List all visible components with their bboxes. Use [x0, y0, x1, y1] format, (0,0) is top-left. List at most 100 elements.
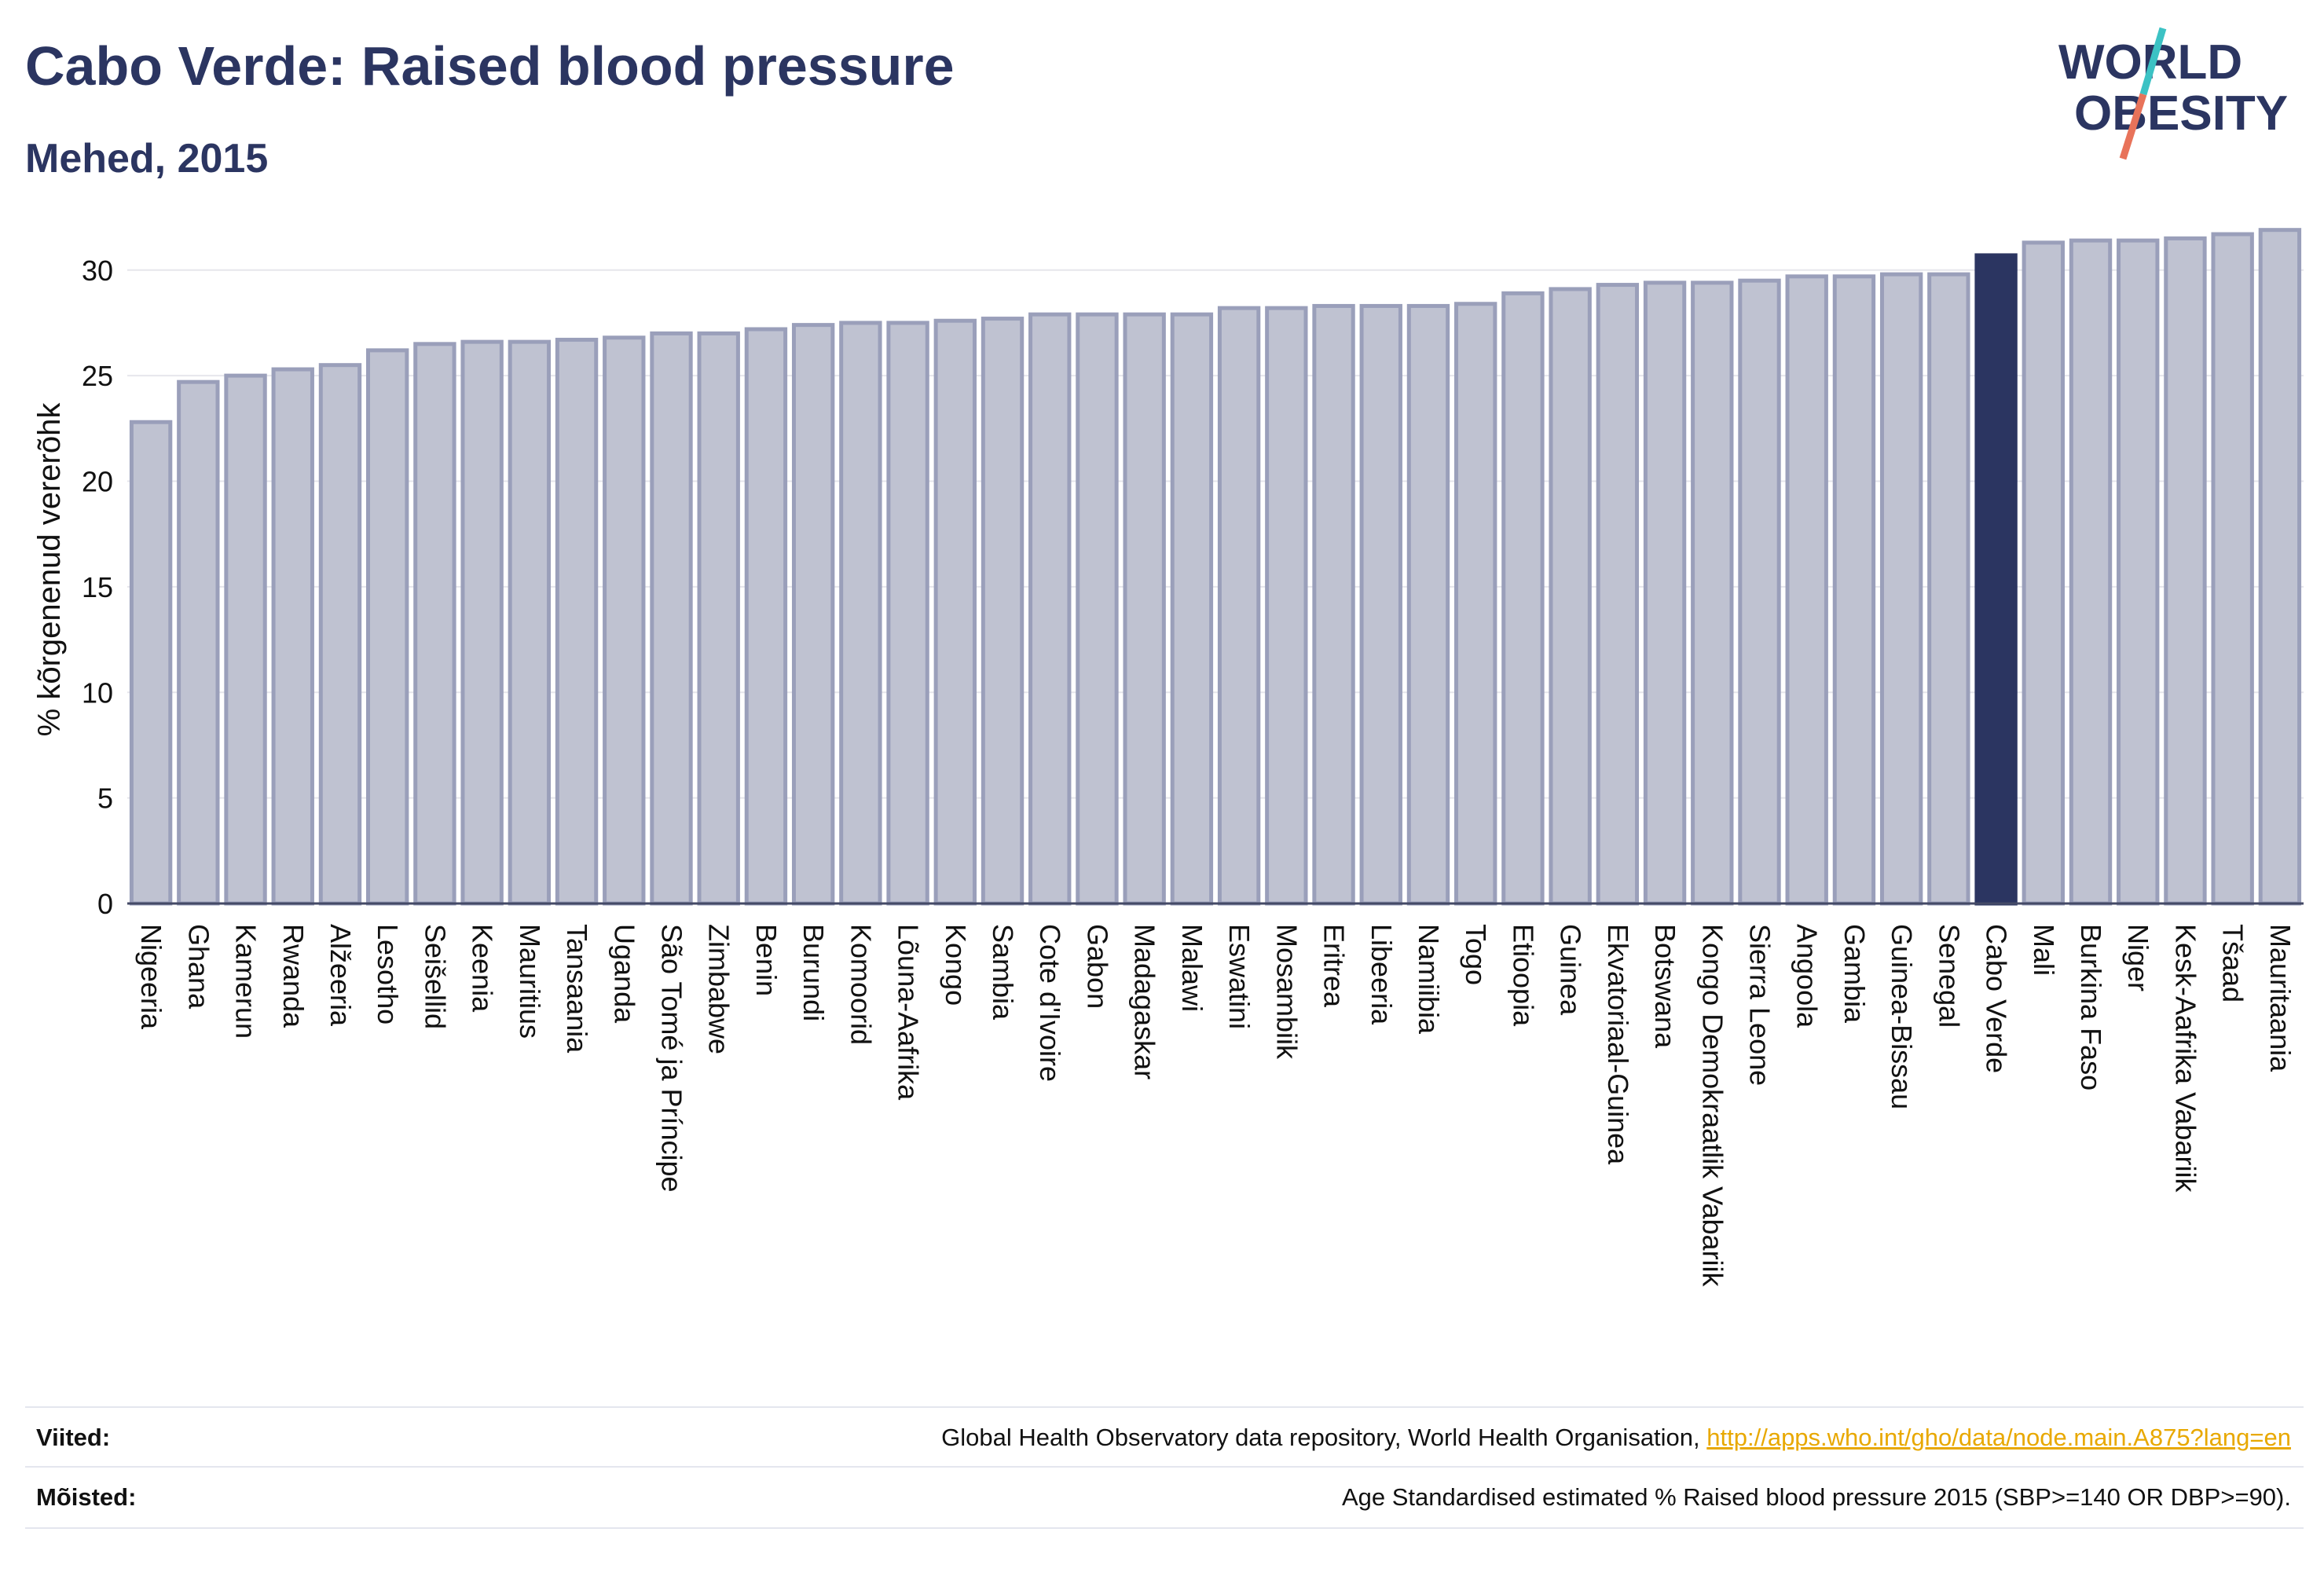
bar [366, 348, 409, 906]
x-category-label: Tšaad [2217, 924, 2249, 1002]
bar [2117, 238, 2160, 906]
x-category-label: Cote d'Ivoire [1034, 924, 1066, 1082]
bar [2258, 228, 2302, 906]
category-labels: Nigeeria Ghana Kamerun Rwanda Alžeeria Lesoth… [135, 924, 2297, 1288]
x-category-label: Namiibia [1413, 924, 1445, 1035]
x-category-label: Libeeria [1365, 924, 1398, 1025]
world-obesity-logo: WORLD OBESITY [2058, 27, 2288, 160]
bar [2211, 232, 2254, 906]
x-category-label: Ekvatoriaal-Guinea [1602, 924, 1634, 1165]
bar [1927, 272, 1970, 906]
bar [1549, 287, 1592, 906]
y-tick-label: 0 [97, 888, 113, 920]
bar [555, 337, 599, 906]
bar [1596, 283, 1640, 906]
bar [1832, 274, 1876, 906]
x-category-label: Sierra Leone [1744, 924, 1776, 1086]
bar-chart: 0 5 10 15 20 25 30 Nigeeria Ghana Kamerun Rwanda A… [32, 228, 2304, 1288]
sources-link[interactable]: http://apps.who.int/gho/data/node.main.A… [1706, 1424, 2291, 1451]
bar [460, 339, 504, 906]
x-category-label: Alžeeria [324, 924, 357, 1027]
bar [2069, 238, 2113, 906]
x-category-label: Kongo Demokraatlik Vabariik [1696, 924, 1728, 1288]
x-category-label: Mali [2028, 924, 2060, 976]
sources-value: Global Health Observatory data repositor… [941, 1424, 2304, 1452]
x-category-label: Mosambiik [1270, 924, 1303, 1060]
logo-slash-coral [2119, 93, 2147, 160]
x-category-label: Gabon [1081, 924, 1113, 1009]
bar [603, 335, 646, 906]
bar-highlighted [1974, 253, 2018, 906]
bar [1217, 306, 1261, 906]
x-category-label: Burkina Faso [2075, 924, 2107, 1090]
bar [177, 379, 220, 906]
logo-line2: OBESITY [2074, 86, 2288, 141]
x-category-label: Gambia [1838, 924, 1871, 1024]
x-category-label: Cabo Verde [1981, 924, 2013, 1073]
bar [1076, 312, 1119, 906]
sources-row: Viited: Global Health Observatory data r… [25, 1406, 2304, 1468]
bar [1406, 303, 1450, 906]
bar [271, 367, 314, 906]
bar [1170, 312, 1214, 906]
bar [129, 420, 173, 906]
x-category-label: Guinea-Bissau [1886, 924, 1918, 1109]
bar [1785, 274, 1828, 906]
x-category-label: Botswana [1649, 924, 1681, 1049]
bar [933, 318, 977, 906]
bar [1691, 280, 1734, 906]
bar [2022, 240, 2065, 906]
x-category-label: Mauritaania [2264, 924, 2297, 1072]
definitions-label: Mõisted: [36, 1483, 137, 1511]
x-category-label: Burundi [797, 924, 830, 1021]
x-category-label: Benin [750, 924, 783, 996]
x-category-label: Komoorid [845, 924, 877, 1045]
x-category-label: Seišellid [419, 924, 451, 1029]
x-category-label: Rwanda [277, 924, 310, 1028]
y-tick-label: 25 [82, 360, 113, 392]
x-category-label: Kongo [940, 924, 972, 1006]
x-category-label: Keenia [467, 924, 499, 1013]
bar [1643, 280, 1687, 906]
x-category-label: Zimbabwe [703, 924, 735, 1054]
chart-subtitle: Mehed, 2015 [25, 136, 269, 181]
x-category-label: Lesotho [372, 924, 404, 1024]
x-category-label: Togo [1460, 924, 1492, 985]
chart-title: Cabo Verde: Raised blood pressure [25, 35, 955, 97]
bar [839, 321, 882, 906]
y-tick-label: 20 [82, 466, 113, 498]
bar [1454, 302, 1497, 906]
x-category-label: Niger [2122, 924, 2154, 991]
x-category-label: Eswatini [1223, 924, 1255, 1029]
x-category-label: Kesk-Aafrika Vabariik [2169, 924, 2201, 1193]
x-category-label: São Tomé ja Príncipe [656, 924, 688, 1193]
x-category-label: Uganda [608, 924, 640, 1024]
bar [1265, 306, 1308, 906]
bar [413, 342, 456, 906]
y-axis-title: % kõrgenenud vererõhk [32, 402, 67, 737]
bar [1359, 303, 1402, 906]
bar [744, 327, 788, 906]
x-category-label: Guinea [1555, 924, 1587, 1016]
bar [508, 339, 552, 906]
bar [981, 317, 1025, 906]
logo-slash-teal [2139, 27, 2167, 96]
bar [2164, 236, 2207, 906]
x-category-label: Etioopia [1507, 924, 1539, 1027]
bar [224, 373, 267, 906]
x-category-label: Nigeeria [135, 924, 167, 1030]
x-category-label: Sambia [987, 924, 1019, 1021]
x-category-label: Madagaskar [1129, 924, 1161, 1079]
x-category-label: Angoola [1791, 924, 1824, 1028]
bar [1501, 291, 1545, 906]
x-category-label: Senegal [1933, 924, 1965, 1028]
bar [650, 331, 693, 906]
bar [1879, 272, 1923, 906]
x-category-label: Tansaania [561, 924, 593, 1054]
y-tick-label: 15 [82, 571, 113, 603]
x-category-label: Lõuna-Aafrika [893, 924, 925, 1101]
definitions-row: Mõisted: Age Standardised estimated % Ra… [25, 1466, 2304, 1529]
y-tick-label: 10 [82, 676, 113, 709]
y-tick-label: 30 [82, 255, 113, 287]
y-tick-label: 5 [97, 783, 113, 815]
